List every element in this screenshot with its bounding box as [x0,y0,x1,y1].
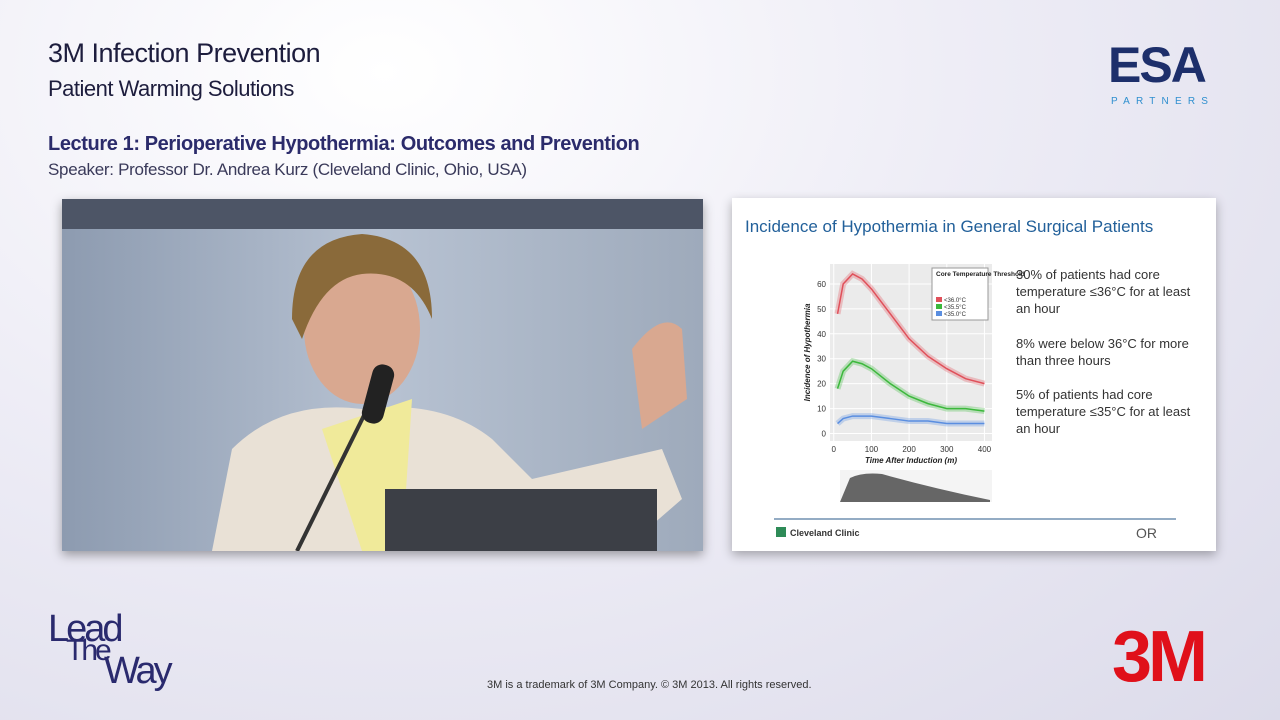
series-line [836,273,985,385]
video-frame [62,199,703,551]
logo-name: ESA [1108,37,1207,93]
slide-bullet: 30% of patients had core temperature ≤36… [1016,267,1191,316]
lead-text: Way [104,650,173,692]
slide: Incidence of Hypothermia in General Surg… [732,198,1216,551]
x-axis-label: Time After Induction (m) [865,456,957,465]
lead-text: The [66,634,112,667]
y-tick-label: 0 [822,430,827,439]
copyright: 3M is a trademark of 3M Company. © 3M 20… [487,679,812,691]
x-tick-label: 300 [940,445,954,454]
lecture-speaker: Speaker: Professor Dr. Andrea Kurz (Clev… [48,160,527,179]
y-tick-label: 40 [817,330,826,339]
legend-label: <36.0°C [944,298,967,304]
slide-footer-left: Cleveland Clinic [790,528,860,538]
lecture-title: Lecture 1: Perioperative Hypothermia: Ou… [48,133,640,155]
x-tick-label: 0 [832,445,837,454]
slide-footer-right: OR [1136,525,1157,541]
brand-logo: 3M [1112,617,1208,697]
logo-tagline: PARTNERS [1111,96,1215,107]
legend-swatch [936,304,942,309]
x-tick-label: 200 [902,445,916,454]
slide-title: Incidence of Hypothermia in General Surg… [745,217,1154,236]
x-tick-label: 400 [978,445,992,454]
y-axis-label: Incidence of Hypothermia [803,303,812,401]
legend-label: <35.5°C [944,305,967,311]
y-tick-label: 60 [817,280,826,289]
header-title: 3M Infection Prevention [48,38,321,68]
header-subtitle: Patient Warming Solutions [48,76,294,101]
slide-bullet: 5% of patients had core temperature ≤35°… [1016,387,1191,436]
legend-title: Core Temperature Threshold [936,271,1025,278]
x-tick-label: 100 [865,445,879,454]
series-line [836,360,985,412]
y-tick-label: 30 [817,355,826,364]
y-tick-label: 50 [817,305,826,314]
y-tick-label: 10 [817,405,826,414]
y-tick-label: 20 [817,380,826,389]
slide-bullet: 8% were below 36°C for more than three h… [1016,336,1189,368]
legend-swatch [936,297,942,302]
series-line [837,415,985,425]
slide-chart: Cleveland Clinic OR 0 10 20 30 40 50 60 0 100 200… [774,264,1176,541]
legend-swatch [936,311,942,316]
lead-text: Lead [48,608,124,650]
legend-label: <35.0°C [944,312,967,318]
